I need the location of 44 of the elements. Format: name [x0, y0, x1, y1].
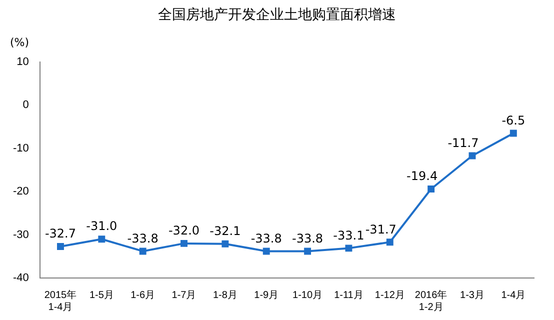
- chart-title: 全国房地产开发企业土地购置面积增速: [157, 6, 397, 24]
- x-tick-label: 1-11月: [334, 290, 364, 301]
- y-axis-title: (%): [10, 36, 30, 49]
- x-tick-label: 1-6月: [130, 290, 156, 301]
- y-tick-label: -20: [12, 186, 29, 198]
- point: [98, 236, 106, 243]
- point: [262, 248, 270, 255]
- x-tick-label: 1-10月: [292, 290, 323, 301]
- data-label: -31.0: [86, 219, 118, 234]
- y-tick-label: 0: [22, 99, 29, 112]
- point: [468, 152, 476, 160]
- x-tick-label: 1-3月: [460, 290, 484, 301]
- y-tick-label: -30: [12, 228, 29, 241]
- data-label: -33.8: [250, 231, 282, 246]
- data-label: -32.1: [210, 224, 241, 238]
- y-tick-label: -40: [12, 272, 29, 284]
- point: [304, 248, 312, 255]
- point: [57, 242, 64, 250]
- x-tick-label: 1-5月: [89, 290, 114, 301]
- x-tick-label: 1-8月: [212, 290, 238, 301]
- data-label: -32.0: [168, 224, 200, 238]
- data-label: -31.7: [365, 222, 396, 236]
- x-tick-label: 1-4月: [501, 290, 526, 301]
- data-label: -33.8: [292, 231, 324, 246]
- x-tick-label: 2015年 1-4月: [44, 288, 77, 313]
- data-label: -33.1: [333, 228, 364, 242]
- point: [386, 238, 394, 246]
- data-label: -33.8: [127, 231, 158, 246]
- point: [180, 240, 188, 247]
- x-tick-label: 1-9月: [254, 290, 279, 301]
- y-tick-label: 10: [16, 56, 29, 68]
- x-tick-label: 2016年 1-2月: [414, 288, 448, 313]
- y-tick-label: -10: [12, 142, 29, 154]
- point: [428, 186, 435, 192]
- data-label: -19.4: [406, 169, 438, 184]
- x-tick-label: 1-12月: [374, 290, 405, 301]
- data-label: -6.5: [502, 113, 526, 128]
- data-label: -32.7: [44, 226, 76, 241]
- x-tick-label: 1-7月: [172, 290, 196, 301]
- data-label: -11.7: [448, 136, 479, 150]
- point: [139, 248, 146, 255]
- point: [222, 240, 229, 248]
- point: [510, 130, 517, 137]
- point: [345, 244, 352, 252]
